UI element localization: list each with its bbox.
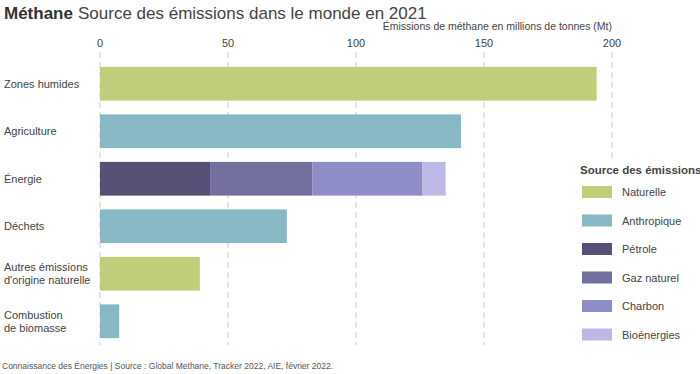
category-label: Zones humides [4, 78, 80, 90]
title: Méthane [4, 4, 73, 23]
bar [100, 209, 287, 243]
bar [100, 67, 597, 101]
category-line: Déchets [4, 220, 45, 232]
bar [100, 304, 119, 338]
legend-label: Bioénergies [622, 329, 681, 341]
subtitle: Source des émissions dans le monde en 20… [78, 4, 427, 23]
tick-label: 50 [222, 37, 234, 49]
legend-swatch [582, 300, 612, 312]
tick-label: 100 [347, 37, 365, 49]
category-line: Zones humides [4, 78, 80, 90]
chart: Méthane Source des émissions dans le mond… [0, 0, 700, 374]
category-label: Agriculture [4, 125, 57, 137]
tick-label: 0 [97, 37, 103, 49]
bar [100, 114, 461, 148]
legend-label: Pétrole [622, 243, 657, 255]
legend-swatch [582, 272, 612, 284]
category-label: Combustionde biomasse [4, 309, 66, 334]
bar [210, 162, 312, 196]
legend-label: Naturelle [622, 186, 666, 198]
category-line: Énergie [4, 173, 42, 185]
legend-swatch [582, 243, 612, 255]
legend-swatch [582, 215, 612, 227]
legend-label: Anthropique [622, 215, 681, 227]
legend-label: Gaz naturel [622, 272, 679, 284]
bar [423, 162, 446, 196]
bars [100, 67, 597, 338]
category-label: Énergie [4, 173, 42, 185]
legend-title: Source des émissions [580, 164, 700, 176]
category-line: Combustion [4, 309, 63, 321]
category-line: de biomasse [4, 322, 66, 334]
bar [100, 257, 200, 291]
legend-swatch [582, 329, 612, 341]
axis-label: Émissions de méthane en millions de tonn… [383, 20, 612, 32]
legend-swatch [582, 186, 612, 198]
category-line: Agriculture [4, 125, 57, 137]
tick-label: 150 [475, 37, 493, 49]
category-line: d'origine naturelle [4, 274, 91, 286]
title-line: Méthane Source des émissions dans le mond… [4, 4, 427, 23]
bar [100, 162, 210, 196]
category-label: Autres émissionsd'origine naturelle [4, 261, 91, 286]
category-line: Autres émissions [4, 261, 88, 273]
category-label: Déchets [4, 220, 45, 232]
bar [312, 162, 422, 196]
source: Connaissance des Énergies | Source : Glo… [2, 361, 333, 371]
legend-bg [576, 158, 696, 348]
tick-label: 200 [603, 37, 621, 49]
legend-label: Charbon [622, 300, 664, 312]
